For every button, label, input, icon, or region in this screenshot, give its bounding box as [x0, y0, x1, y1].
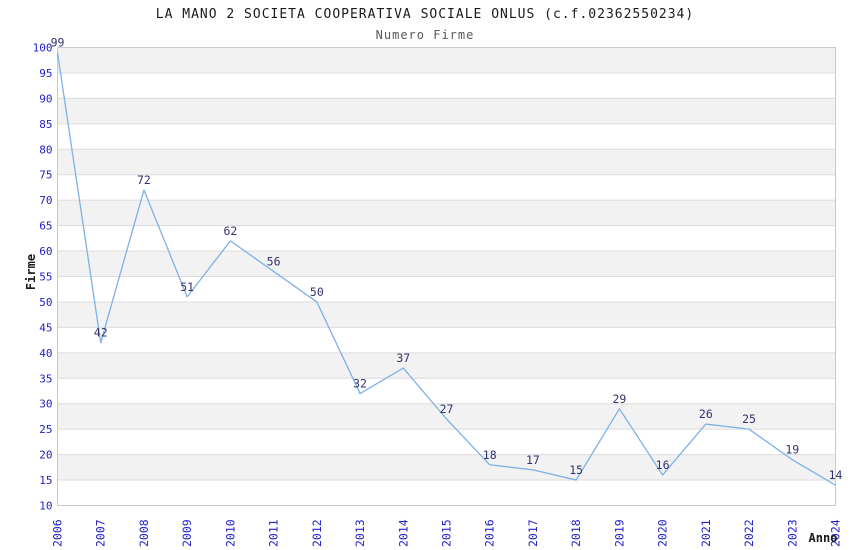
- x-tick-label: 2019: [612, 519, 626, 547]
- data-point-label: 25: [742, 412, 756, 426]
- data-point-label: 16: [656, 458, 670, 472]
- plot-band: [57, 454, 836, 481]
- data-point-label: 99: [51, 36, 65, 50]
- chart-subtitle: Numero Firme: [375, 28, 475, 42]
- x-tick-label: 2022: [742, 519, 756, 547]
- plot-band: [57, 301, 836, 328]
- data-point-label: 51: [180, 280, 194, 294]
- data-point-label: 17: [526, 453, 540, 467]
- x-tick-label: 2006: [51, 519, 65, 547]
- data-point-label: 72: [137, 173, 151, 187]
- plot-band: [57, 149, 836, 175]
- y-tick-label: 90: [39, 92, 52, 105]
- x-tick-label: 2013: [353, 519, 367, 547]
- data-point-label: 19: [785, 443, 799, 457]
- x-tick-label: 2010: [223, 519, 237, 547]
- y-tick-label: 70: [39, 194, 52, 207]
- plot-band: [57, 251, 836, 277]
- y-tick-label: 30: [39, 398, 52, 411]
- data-point-label: 62: [223, 224, 237, 238]
- x-tick-label: 2007: [94, 519, 108, 547]
- y-tick-label: 80: [39, 143, 52, 156]
- data-point-label: 50: [310, 285, 324, 299]
- data-point-label: 26: [699, 407, 713, 421]
- x-tick-label: 2011: [267, 519, 281, 547]
- x-tick-label: 2023: [785, 519, 799, 547]
- y-tick-label: 50: [39, 296, 52, 309]
- plot-band: [57, 352, 836, 379]
- y-tick-label: 20: [39, 449, 52, 462]
- y-tick-label: 25: [39, 423, 52, 436]
- plot-band: [57, 98, 836, 124]
- data-point-label: 15: [569, 463, 583, 477]
- plot-band: [57, 200, 836, 226]
- data-point-label: 56: [267, 254, 281, 268]
- x-tick-label: 2009: [180, 519, 194, 547]
- data-point-label: 42: [94, 326, 108, 340]
- chart-title: LA MANO 2 SOCIETA COOPERATIVA SOCIALE ON…: [155, 7, 695, 22]
- y-tick-label: 10: [39, 500, 52, 513]
- x-tick-label: 2020: [656, 519, 670, 547]
- x-tick-label: 2016: [483, 519, 497, 547]
- x-tick-label: 2014: [396, 519, 410, 547]
- x-tick-label: 2024: [829, 519, 843, 547]
- plot-border: [57, 47, 836, 506]
- data-point-label: 32: [353, 377, 367, 391]
- x-tick-label: 2012: [310, 519, 324, 547]
- x-tick-label: 2015: [440, 519, 454, 547]
- y-tick-label: 15: [39, 474, 52, 487]
- y-tick-label: 65: [39, 220, 52, 233]
- data-point-label: 27: [440, 402, 454, 416]
- y-tick-label: 60: [39, 245, 52, 258]
- data-point-label: 37: [396, 351, 410, 365]
- data-point-label: 14: [829, 468, 843, 482]
- y-tick-label: 45: [39, 321, 52, 334]
- y-tick-label: 35: [39, 372, 52, 385]
- plot-band: [57, 47, 836, 73]
- x-tick-label: 2021: [699, 519, 713, 547]
- series-line: [56, 52, 836, 486]
- y-axis-title: Firme: [24, 253, 38, 291]
- data-point-label: 18: [483, 448, 497, 462]
- y-tick-label: 40: [39, 347, 52, 360]
- y-tick-label: 75: [39, 169, 52, 182]
- y-tick-label: 85: [39, 118, 52, 131]
- x-axis-title: Anno: [808, 531, 838, 545]
- y-tick-label: 55: [39, 271, 52, 284]
- x-tick-label: 2017: [526, 519, 540, 547]
- y-tick-label: 100: [33, 42, 53, 55]
- x-tick-label: 2008: [137, 519, 151, 547]
- data-point-label: 29: [612, 392, 626, 406]
- x-tick-label: 2018: [569, 519, 583, 547]
- y-tick-label: 95: [39, 67, 52, 80]
